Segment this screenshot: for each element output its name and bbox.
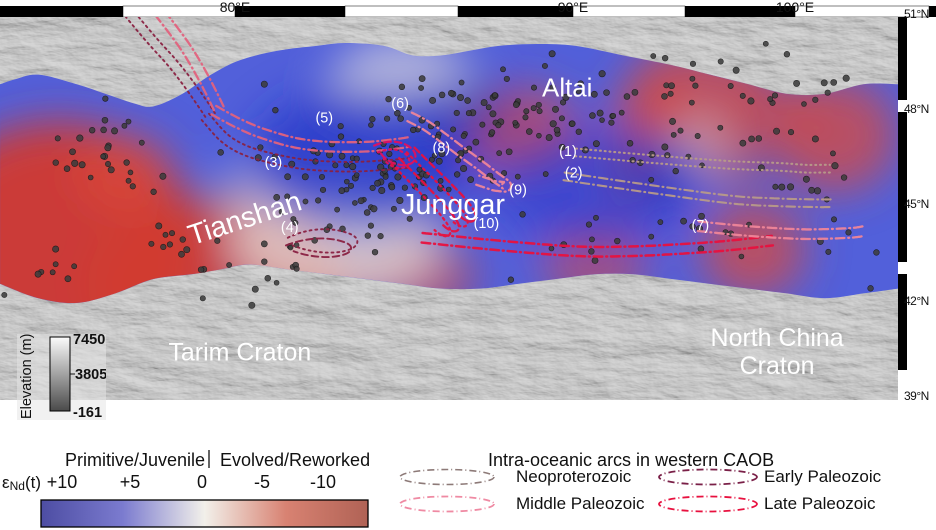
svg-text:Early Paleozoic: Early Paleozoic [764, 467, 882, 486]
svg-text:+10: +10 [47, 472, 78, 492]
svg-text:80°E: 80°E [220, 0, 251, 15]
svg-text:Middle Paleozoic: Middle Paleozoic [516, 494, 645, 513]
svg-text:Neoproterozoic: Neoproterozoic [516, 467, 632, 486]
svg-text:(9): (9) [509, 183, 527, 199]
svg-text:Late Paleozoic: Late Paleozoic [764, 494, 876, 513]
svg-text:Tarim Craton: Tarim Craton [168, 339, 311, 367]
svg-text:7450: 7450 [73, 334, 105, 348]
svg-text:(6): (6) [391, 96, 409, 112]
svg-text:(8): (8) [433, 140, 451, 156]
svg-text:Altai: Altai [542, 75, 592, 103]
svg-text:100°E: 100°E [776, 0, 814, 15]
svg-text:εNd(t): εNd(t) [2, 473, 41, 493]
svg-text:-161: -161 [73, 405, 102, 420]
svg-text:-10: -10 [310, 472, 336, 492]
svg-text:North China: North China [711, 324, 844, 352]
svg-text:0: 0 [197, 472, 207, 492]
svg-text:(5): (5) [315, 111, 333, 127]
svg-text:Evolved/Reworked: Evolved/Reworked [220, 450, 370, 470]
svg-text:(2): (2) [565, 165, 583, 181]
svg-text:Craton: Craton [740, 352, 815, 380]
svg-text:(7): (7) [692, 218, 710, 234]
svg-text:Junggar: Junggar [401, 189, 505, 221]
svg-text:3805: 3805 [75, 367, 106, 383]
svg-text:(1): (1) [559, 144, 577, 160]
svg-text:Primitive/Juvenile: Primitive/Juvenile [65, 450, 205, 470]
svg-text:+5: +5 [120, 472, 141, 492]
svg-text:90°E: 90°E [558, 0, 589, 15]
svg-text:-5: -5 [254, 472, 270, 492]
svg-text:(3): (3) [265, 155, 283, 171]
